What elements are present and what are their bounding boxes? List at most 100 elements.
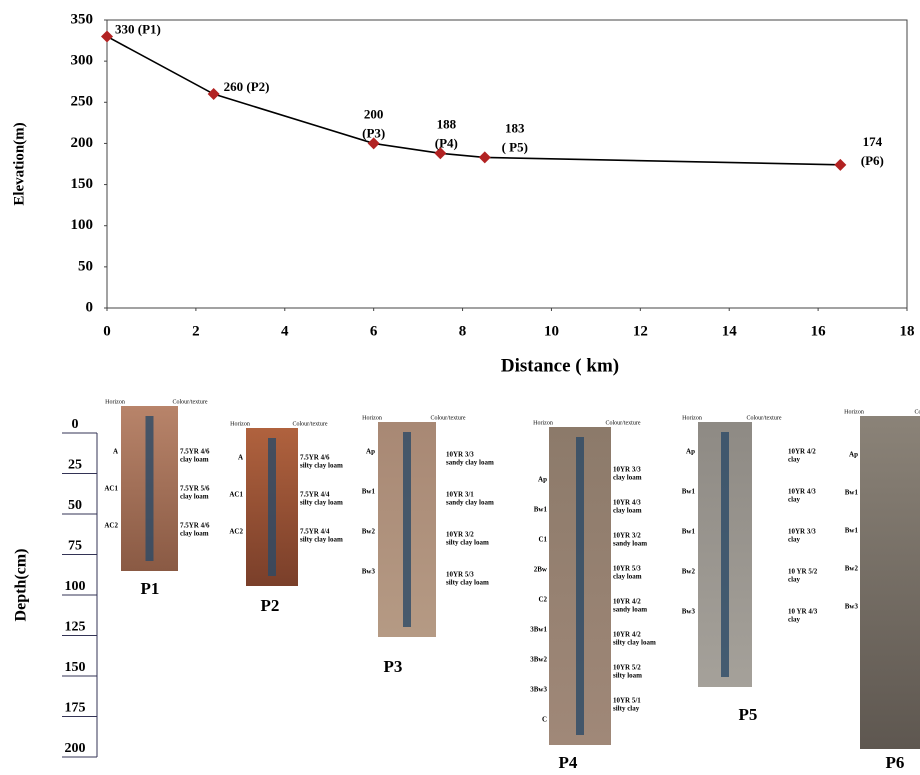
x-tick-label: 8	[459, 323, 467, 339]
y-tick-label: 25	[68, 458, 82, 473]
texture-label: 10YR 5/3	[446, 571, 474, 579]
marker	[208, 88, 220, 100]
x-tick-label: 6	[370, 323, 378, 339]
measuring-tape	[721, 432, 729, 677]
column-header: Horizon	[362, 415, 382, 421]
texture-label: 7.5YR 4/4	[300, 528, 330, 536]
horizon-label: C1	[538, 536, 547, 544]
horizon-label: AC1	[229, 491, 243, 499]
x-tick-label: 4	[281, 323, 289, 339]
texture-label: silty clay loam	[446, 579, 489, 587]
measuring-tape	[403, 432, 411, 627]
texture-label: 7.5YR 4/6	[300, 454, 330, 462]
profile-name: P3	[384, 657, 403, 676]
texture-label: 10YR 3/3	[613, 466, 641, 474]
horizon-label: 3Bw3	[530, 686, 547, 694]
texture-label: silty clay	[613, 705, 640, 713]
horizon-label: Bw3	[682, 608, 696, 616]
data-label: 200(P3)	[362, 106, 385, 140]
texture-label: 7.5YR 4/6	[180, 448, 210, 456]
column-header: Colour/texture	[606, 420, 641, 426]
x-axis-label: Distance ( km)	[501, 355, 619, 376]
texture-label: silty clay loam	[300, 499, 343, 507]
texture-label: clay loam	[613, 474, 642, 482]
y-tick-label: 100	[71, 217, 94, 233]
y-tick-label: 0	[86, 299, 94, 315]
texture-label: 10 YR 5/2	[788, 568, 818, 576]
horizon-label: 2Bw	[534, 566, 548, 574]
column-header: Colour/texture	[747, 415, 782, 421]
y-tick-label: 175	[65, 701, 86, 716]
y-tick-label: 150	[65, 660, 86, 675]
column-header: Colour/texture	[431, 415, 466, 421]
texture-label: silty clay loam	[446, 539, 489, 547]
texture-label: 10YR 3/2	[446, 531, 474, 539]
horizon-label: Bw1	[845, 489, 859, 497]
texture-label: silty clay loam	[300, 536, 343, 544]
data-label: 174(P6)	[861, 134, 884, 168]
column-header: Colour/texture	[293, 421, 328, 427]
y-tick-label: 200	[71, 135, 94, 151]
texture-label: clay	[788, 496, 801, 504]
profile-photo	[860, 416, 920, 749]
texture-label: 10YR 3/2	[613, 532, 641, 540]
horizon-label: 3Bw2	[530, 656, 547, 664]
horizon-label: Ap	[686, 448, 695, 456]
x-tick-label: 0	[103, 323, 111, 339]
texture-label: sandy clay loam	[446, 499, 494, 507]
texture-label: sandy loam	[613, 606, 647, 614]
column-header: Colour/texture	[173, 399, 208, 405]
texture-label: 10YR 4/2	[788, 448, 816, 456]
measuring-tape	[146, 416, 154, 561]
x-tick-label: 10	[544, 323, 559, 339]
profile-name: P2	[261, 596, 280, 615]
x-tick-label: 18	[900, 323, 915, 339]
horizon-label: C	[542, 716, 547, 724]
y-tick-label: 350	[71, 11, 94, 27]
texture-label: 10YR 4/3	[788, 488, 816, 496]
horizon-label: 3Bw1	[530, 626, 547, 634]
profile-name: P1	[141, 579, 160, 598]
profile-name: P6	[886, 753, 905, 772]
y-tick-label: 300	[71, 53, 94, 69]
texture-label: 10YR 3/3	[446, 451, 474, 459]
texture-label: 10YR 4/2	[613, 598, 641, 606]
texture-label: clay loam	[180, 530, 209, 538]
y-tick-label: 150	[71, 176, 94, 192]
y-axis-label: Elevation(m)	[11, 122, 27, 205]
texture-label: 10YR 4/2	[613, 631, 641, 639]
data-label: 330 (P1)	[115, 21, 161, 36]
texture-label: 7.5YR 5/6	[180, 485, 210, 493]
texture-label: 10YR 5/3	[613, 565, 641, 573]
texture-label: 7.5YR 4/4	[300, 491, 330, 499]
texture-label: 10YR 5/2	[613, 664, 641, 672]
horizon-label: Bw2	[845, 565, 859, 573]
horizon-label: Ap	[849, 451, 858, 459]
x-tick-label: 14	[722, 323, 738, 339]
x-tick-label: 16	[811, 323, 827, 339]
measuring-tape	[268, 438, 276, 576]
texture-label: silty loam	[613, 672, 642, 680]
texture-label: silty clay loam	[300, 462, 343, 470]
horizon-label: AC2	[104, 522, 118, 530]
texture-label: clay loam	[613, 573, 642, 581]
texture-label: clay loam	[180, 493, 209, 501]
texture-label: sandy clay loam	[446, 459, 494, 467]
line	[107, 36, 840, 164]
column-header: Horizon	[844, 409, 864, 415]
column-header: Horizon	[533, 420, 553, 426]
texture-label: clay	[788, 536, 801, 544]
horizon-label: Bw3	[845, 603, 859, 611]
texture-label: 10YR 4/3	[613, 499, 641, 507]
texture-label: 10 YR 4/3	[788, 608, 818, 616]
horizon-label: Bw1	[845, 527, 859, 535]
horizon-label: AC2	[229, 528, 243, 536]
texture-label: 10YR 5/1	[613, 697, 641, 705]
horizon-label: Bw1	[362, 488, 376, 496]
horizon-label: A	[238, 454, 243, 462]
column-header: Colour/texture	[915, 409, 920, 415]
x-tick-label: 12	[633, 323, 648, 339]
column-header: Horizon	[682, 415, 702, 421]
y-tick-label: 50	[78, 258, 93, 274]
horizon-label: Bw1	[534, 506, 548, 514]
